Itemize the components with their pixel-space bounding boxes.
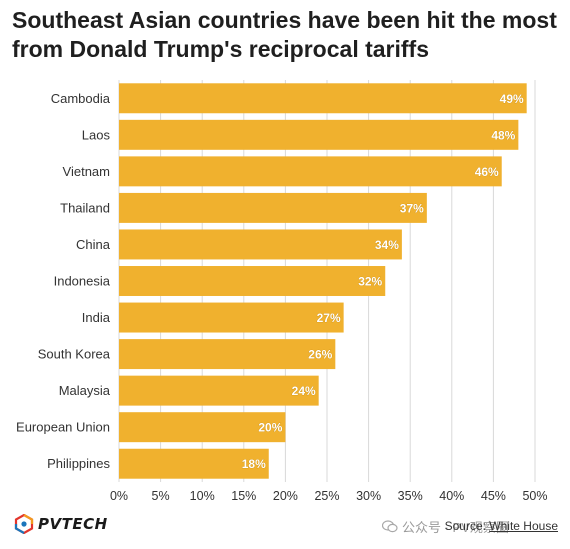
category-label: European Union — [16, 420, 110, 435]
pvtech-logo-icon — [14, 514, 34, 534]
source-link[interactable]: White House — [489, 519, 558, 533]
category-label: Vietnam — [63, 164, 110, 179]
x-tick-label: 35% — [398, 489, 423, 503]
data-label: 37% — [400, 201, 424, 215]
bar-vietnam — [119, 156, 502, 187]
x-tick-label: 50% — [522, 489, 547, 503]
bars — [119, 83, 527, 479]
x-tick-label: 10% — [190, 489, 215, 503]
bar-indonesia — [119, 266, 386, 296]
logo-text: PVTECH — [38, 515, 108, 533]
data-label: 20% — [258, 421, 282, 435]
x-tick-label: 20% — [273, 489, 298, 503]
category-label: South Korea — [38, 347, 111, 362]
category-label: China — [76, 237, 111, 252]
category-label: India — [82, 310, 111, 325]
watermark: 公众号 · PV观察圈 — [382, 517, 509, 536]
source-note: Source: White House — [445, 519, 558, 533]
bar-china — [119, 229, 402, 260]
category-label: Malaysia — [59, 383, 111, 398]
data-label: 46% — [475, 165, 499, 179]
x-tick-label: 30% — [356, 489, 381, 503]
category-label: Thailand — [60, 200, 110, 215]
data-label: 26% — [308, 348, 332, 362]
category-label: Indonesia — [54, 274, 111, 289]
bar-malaysia — [119, 375, 319, 406]
data-label: 34% — [375, 238, 399, 252]
x-tick-label: 40% — [439, 489, 464, 503]
category-label: Cambodia — [51, 91, 111, 106]
data-label: 24% — [292, 384, 316, 398]
bar-cambodia — [119, 83, 527, 114]
x-tick-label: 25% — [314, 489, 339, 503]
category-label: Philippines — [47, 456, 110, 471]
x-tick-label: 15% — [231, 489, 256, 503]
x-tick-label: 0% — [110, 489, 128, 503]
x-tick-label: 5% — [152, 489, 170, 503]
bar-south-korea — [119, 339, 336, 370]
data-label: 18% — [242, 457, 266, 471]
bar-laos — [119, 119, 519, 150]
data-label: 48% — [491, 128, 515, 142]
chart-title: Southeast Asian countries have been hit … — [12, 7, 557, 62]
source-label: Source: — [444, 519, 486, 533]
pvtech-logo: PVTECH — [14, 512, 108, 536]
x-axis-ticks: 0% 5% 10% 15% 20% 25% 30% 35% 40% 45% 50% — [110, 489, 548, 503]
wechat-icon — [382, 520, 398, 533]
bar-thailand — [119, 192, 427, 223]
value-labels: 49% 48% 46% 37% 34% 32% 27% 26% 24% 20% 18% — [241, 91, 524, 471]
data-label: 49% — [500, 92, 524, 106]
bar-european-union — [119, 412, 286, 443]
category-labels: Cambodia Laos Vietnam Thailand China Indonesi… — [16, 91, 111, 471]
watermark-text: 公众号 · PV观察圈 — [402, 520, 509, 535]
bar-india — [119, 302, 344, 333]
bar-philippines — [119, 448, 269, 479]
data-label: 27% — [317, 311, 341, 325]
data-label: 32% — [358, 275, 382, 289]
category-label: Laos — [82, 127, 111, 142]
x-tick-label: 45% — [481, 489, 506, 503]
